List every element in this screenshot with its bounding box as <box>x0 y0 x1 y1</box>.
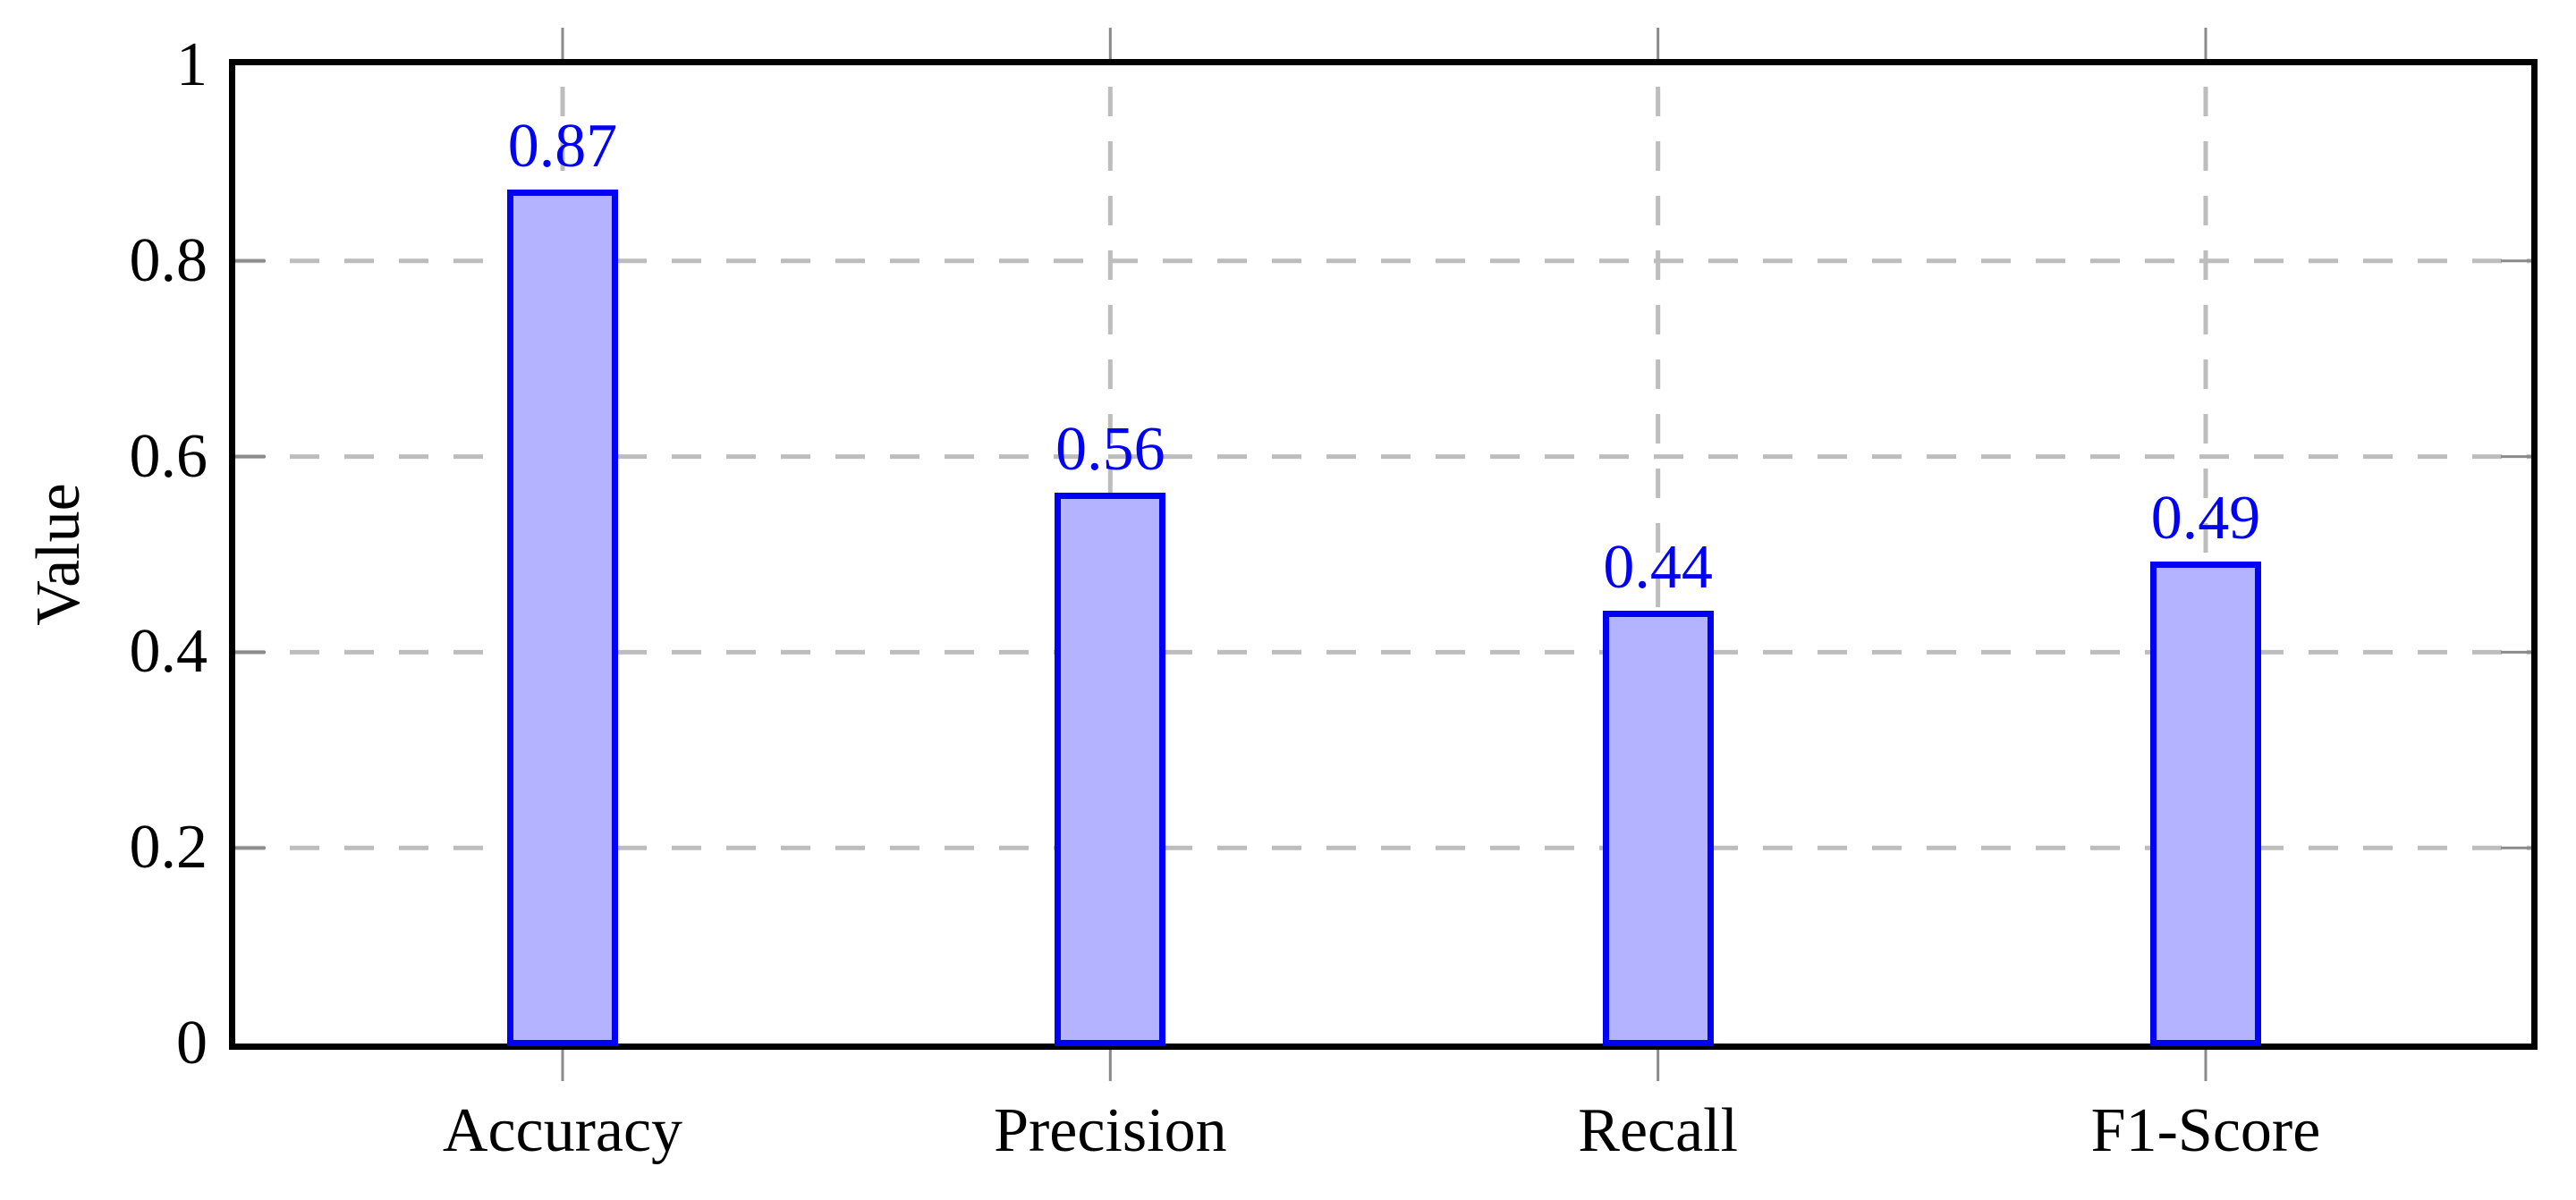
y-tick-label: 0 <box>176 1009 208 1077</box>
y-tick-label: 1 <box>176 30 208 99</box>
bar-value-label: 0.56 <box>1055 415 1165 485</box>
x-category-label: Accuracy <box>442 1096 683 1165</box>
x-category-label: Precision <box>994 1096 1227 1165</box>
bar-recall <box>1602 610 1714 1046</box>
bar-f1-score <box>2149 561 2261 1046</box>
bar-value-label: 0.44 <box>1603 532 1713 602</box>
y-tick-label: 0.4 <box>129 617 208 687</box>
bar-accuracy <box>507 190 618 1046</box>
y-tick-label: 0.2 <box>129 813 208 883</box>
y-tick-label: 0.6 <box>129 421 208 491</box>
bar-precision <box>1055 493 1166 1046</box>
bar-value-label: 0.49 <box>2150 483 2261 553</box>
bar-value-label: 0.87 <box>507 112 618 182</box>
y-tick-label: 0.8 <box>129 225 208 295</box>
x-category-label: Recall <box>1578 1096 1739 1165</box>
x-category-label: F1-Score <box>2090 1096 2321 1165</box>
